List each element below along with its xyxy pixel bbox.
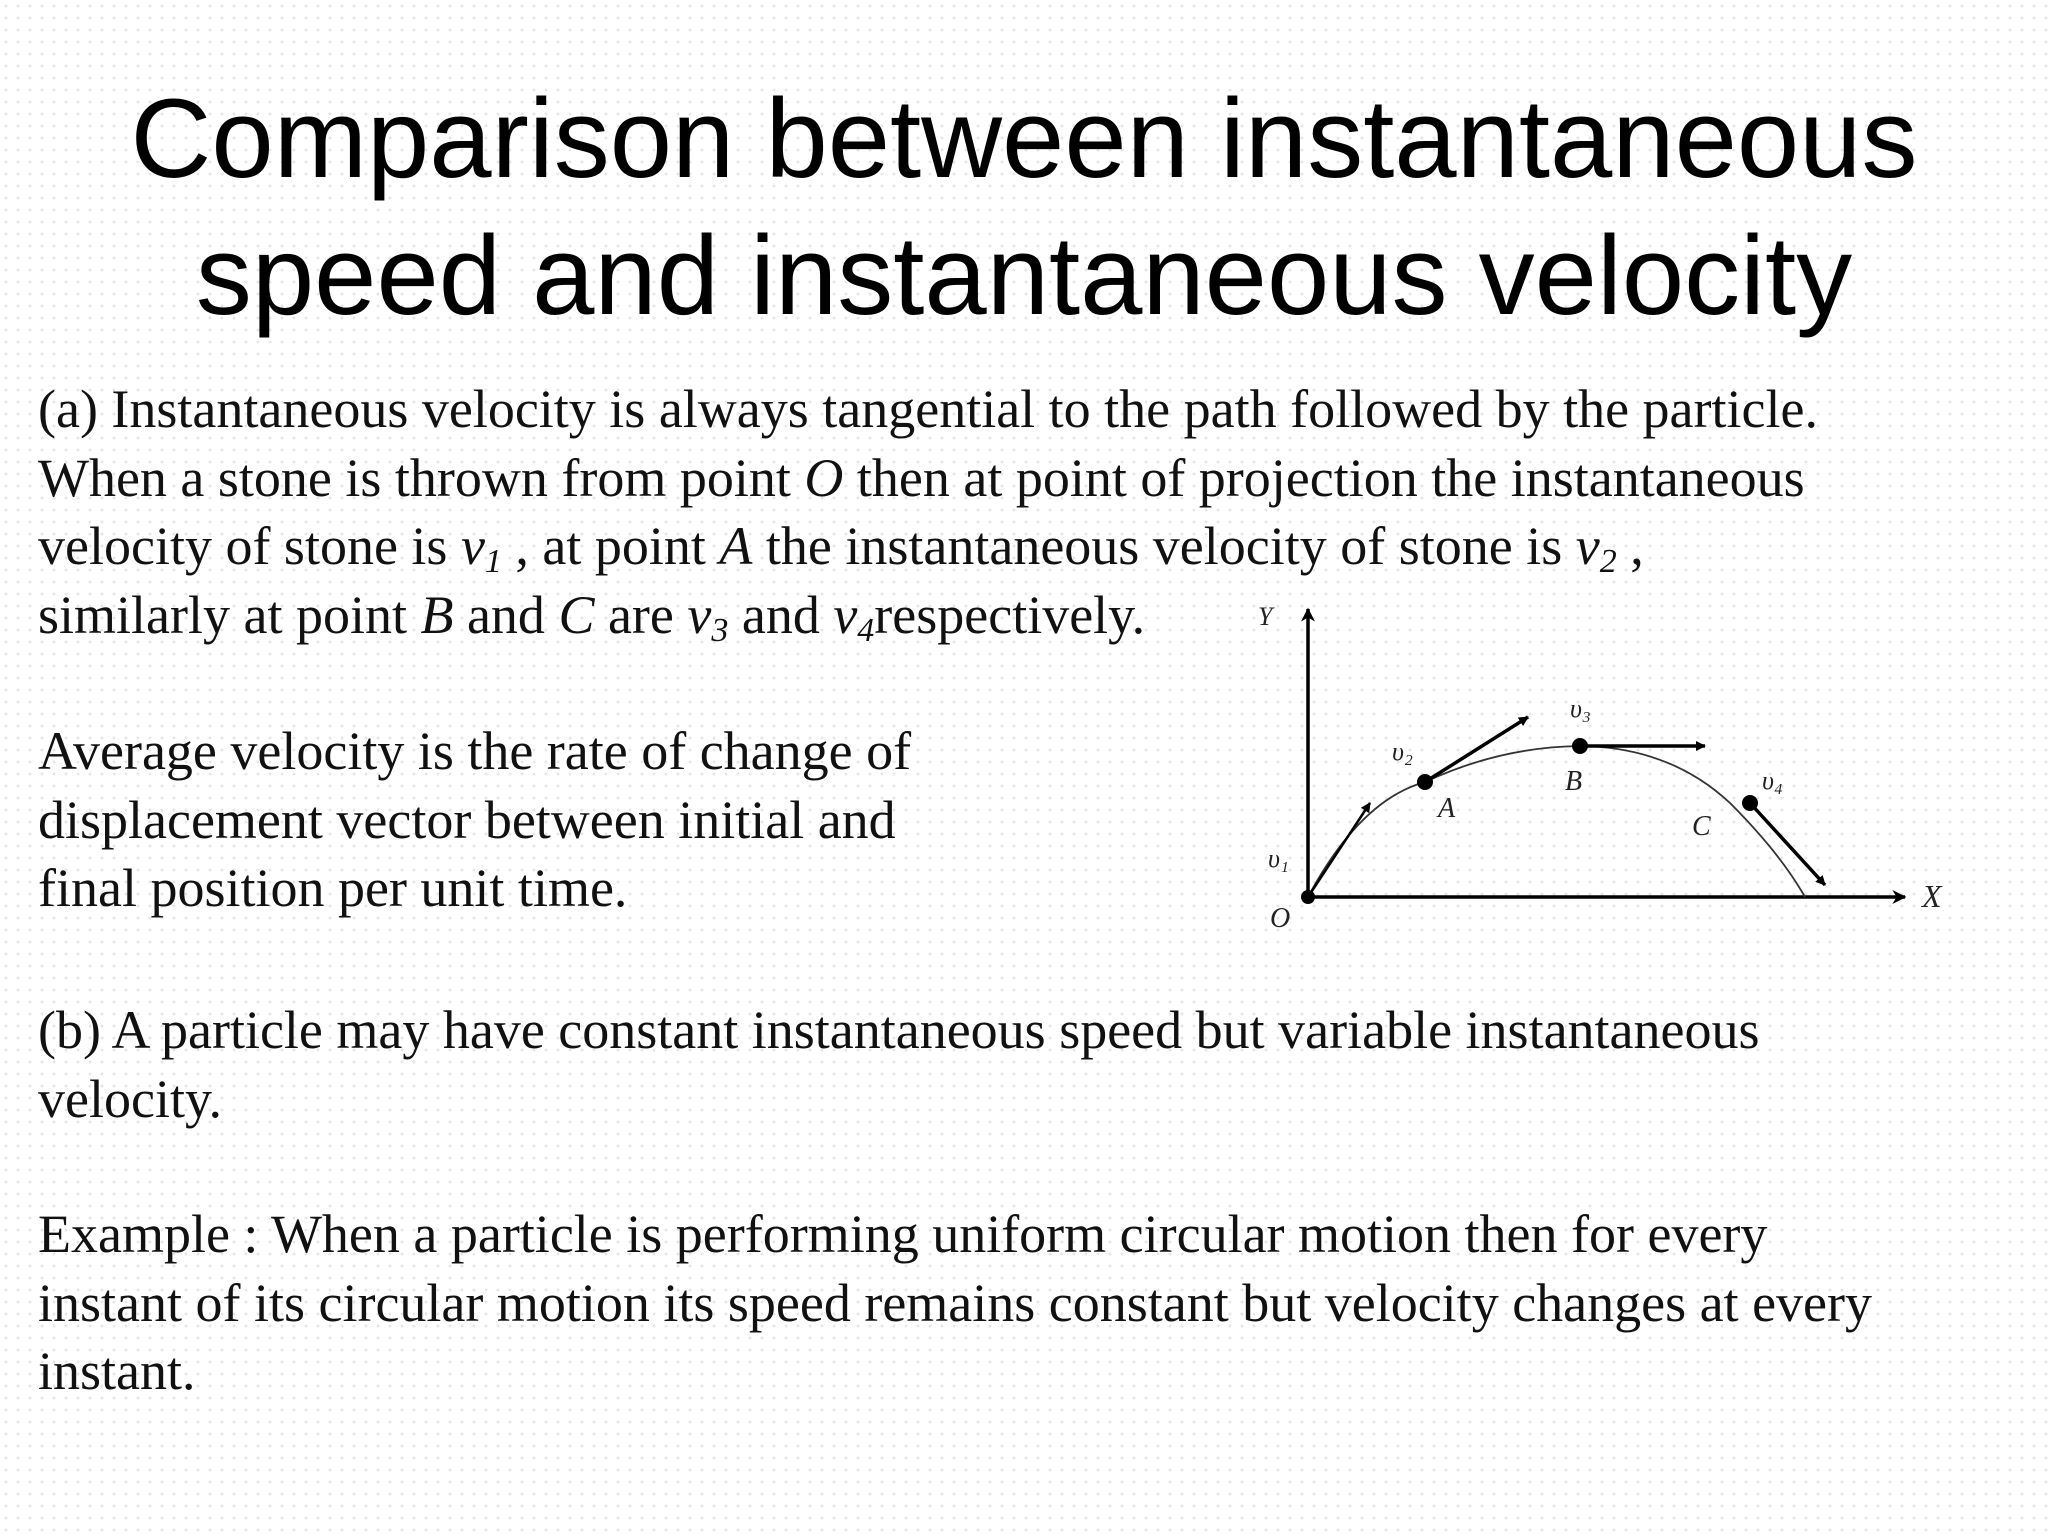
title-line-2: speed and instantaneous velocity [195,213,1853,338]
v4-symbol: v [833,584,858,645]
paragraph-example: Example : When a particle is performing … [38,1200,1872,1406]
avg-line-2: displacement vector between initial and [38,789,896,850]
v2-symbol: v [1575,516,1600,576]
para-b-line-1: (b) A particle may have constant instant… [38,1000,1760,1060]
paragraph-b: (b) A particle may have constant instant… [38,996,1760,1133]
point-a-ref: A [719,516,753,576]
y-axis-label: Y [1258,602,1275,631]
v1-label: υ₁ [1268,844,1289,873]
point-c-dot [1742,795,1758,811]
text: are [594,584,688,645]
point-a-dot [1417,774,1433,790]
x-axis-label: X [1920,878,1943,914]
example-line-2: instant of its circular motion its speed… [38,1272,1872,1333]
point-b-label: B [1565,766,1582,797]
paragraph-average-velocity: Average velocity is the rate of change o… [38,717,911,923]
title-line-1: Comparison between instantaneous [130,76,1918,201]
point-c-label: C [1692,811,1711,842]
slide-title: Comparison between instantaneous speed a… [0,70,2048,344]
v2-label: υ₂ [1392,737,1413,766]
point-b-ref: B [420,584,454,645]
v3-subscript: 3 [711,611,729,649]
v3-label: υ₃ [1570,694,1591,723]
point-a-label: A [1436,793,1456,824]
trajectory-path [1307,745,1806,898]
point-o-ref: O [804,447,844,508]
v4-label: υ₄ [1762,766,1783,795]
text: , [1616,516,1644,576]
point-b-dot [1572,738,1588,754]
point-o-dot [1301,890,1315,904]
para-a-line-4: similarly at point B and C are v3 and v4… [38,581,1818,650]
v2-subscript: 2 [1599,543,1617,580]
avg-line-3: final position per unit time. [38,858,628,918]
v4-subscript: 4 [857,611,875,649]
text: velocity of stone is [38,516,461,576]
text: and [728,584,834,645]
para-a-line-1: (a) Instantaneous velocity is always tan… [38,379,1818,439]
example-line-3: instant. [38,1341,196,1401]
para-b-line-2: velocity. [38,1068,222,1129]
text: the instantaneous velocity of stone is [752,516,1576,576]
v1-symbol: v [460,516,485,576]
v1-subscript: 1 [484,543,502,580]
text: similarly at point [38,584,421,645]
origin-label: O [1270,903,1290,934]
v1-arrow [1306,802,1372,898]
v4-arrow [1748,801,1827,887]
para-a-line-2: When a stone is thrown from point O then… [38,444,1818,513]
text: and [453,584,559,645]
avg-line-1: Average velocity is the rate of change o… [38,721,912,781]
example-line-1: Example : When a particle is performing … [38,1204,1768,1264]
text: then at point of projection the instanta… [843,447,1805,508]
text: respectively. [874,584,1146,645]
para-a-line-3: velocity of stone is v1 , at point A the… [38,512,1818,581]
projectile-diagram: Y X O A B C υ₁ υ₂ υ₃ υ₄ [1258,602,1943,934]
point-c-ref: C [558,584,595,645]
v2-arrow [1424,715,1529,784]
text: When a stone is thrown from point [38,447,805,508]
paragraph-a: (a) Instantaneous velocity is always tan… [38,375,1818,649]
text: , at point [501,516,720,576]
v3-symbol: v [687,584,712,645]
